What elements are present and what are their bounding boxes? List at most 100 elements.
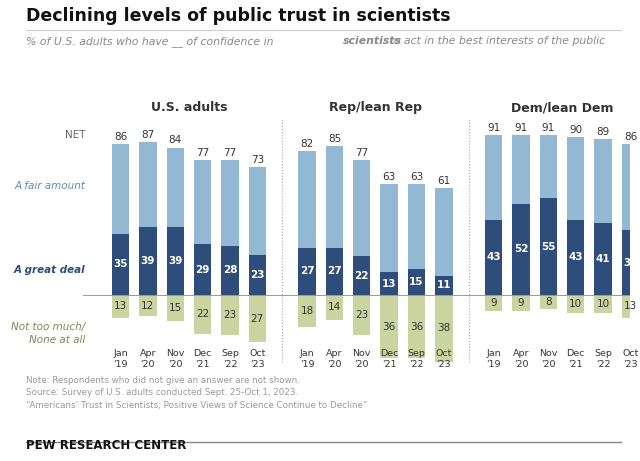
Text: 28: 28 (223, 266, 237, 276)
Bar (194, 160, 211, 244)
Bar (408, 295, 425, 358)
Text: 63: 63 (410, 172, 423, 182)
Text: 22: 22 (355, 271, 369, 281)
Text: 52: 52 (514, 244, 528, 254)
Text: 10: 10 (596, 299, 610, 309)
Text: 36: 36 (410, 322, 423, 331)
Bar (221, 246, 239, 295)
Text: Nov
'20: Nov '20 (353, 349, 371, 369)
Text: 82: 82 (300, 139, 314, 149)
Bar (326, 295, 343, 319)
Text: 10: 10 (569, 299, 582, 309)
Bar (166, 226, 184, 295)
Text: “Americans’ Trust in Scientists, Positive Views of Science Continue to Decline”: “Americans’ Trust in Scientists, Positiv… (26, 401, 367, 410)
Bar (248, 254, 266, 295)
Text: 23: 23 (355, 310, 369, 320)
Text: 91: 91 (487, 123, 500, 133)
Text: 14: 14 (328, 302, 341, 313)
Text: 27: 27 (327, 266, 342, 276)
Text: U.S. adults: U.S. adults (150, 101, 227, 114)
Bar (380, 295, 398, 358)
Text: Source: Survey of U.S. adults conducted Sept. 25-Oct 1, 2023.: Source: Survey of U.S. adults conducted … (26, 388, 298, 397)
Text: 13: 13 (624, 301, 637, 312)
Bar (408, 269, 425, 295)
Text: 27: 27 (251, 314, 264, 324)
Text: Oct
'23: Oct '23 (622, 349, 639, 369)
Text: 36: 36 (383, 322, 396, 331)
Text: 8: 8 (545, 297, 552, 307)
Bar (298, 248, 316, 295)
Text: Note: Respondents who did not give an answer are not shown.: Note: Respondents who did not give an an… (26, 376, 300, 385)
Bar (194, 244, 211, 295)
Text: 27: 27 (300, 266, 314, 276)
Bar (298, 295, 316, 327)
Text: 41: 41 (596, 254, 611, 264)
Bar (221, 160, 239, 246)
Text: 87: 87 (141, 130, 154, 140)
Text: to act in the best interests of the public: to act in the best interests of the publ… (386, 36, 605, 46)
Text: 61: 61 (437, 176, 451, 186)
Text: 86: 86 (114, 132, 127, 142)
Text: Oct
'23: Oct '23 (249, 349, 266, 369)
Bar (540, 295, 557, 309)
Bar (408, 184, 425, 269)
Text: 89: 89 (596, 127, 610, 136)
Bar (112, 295, 129, 318)
Text: 73: 73 (251, 155, 264, 165)
Text: 23: 23 (223, 310, 237, 320)
Bar (485, 219, 502, 295)
Bar (621, 230, 639, 295)
Bar (248, 295, 266, 343)
Bar (540, 135, 557, 198)
Bar (166, 148, 184, 226)
Text: Jan
'19: Jan '19 (113, 349, 128, 369)
Bar (512, 135, 530, 204)
Bar (298, 151, 316, 248)
Text: Oct
'23: Oct '23 (436, 349, 452, 369)
Text: NET: NET (65, 130, 86, 140)
Text: 35: 35 (113, 259, 128, 269)
Bar (112, 234, 129, 295)
Text: Apr
'20: Apr '20 (513, 349, 529, 369)
Bar (485, 135, 502, 219)
Text: 37: 37 (623, 258, 637, 267)
Text: 9: 9 (518, 298, 524, 308)
Bar (435, 276, 452, 295)
Text: Rep/lean Rep: Rep/lean Rep (329, 101, 422, 114)
Text: Nov
'20: Nov '20 (539, 349, 557, 369)
Text: 77: 77 (196, 148, 209, 158)
Bar (353, 256, 371, 295)
Bar (567, 219, 584, 295)
Text: 39: 39 (141, 256, 155, 266)
Text: Jan
'19: Jan '19 (486, 349, 501, 369)
Bar (353, 295, 371, 336)
Bar (595, 139, 612, 223)
Bar (567, 295, 584, 313)
Text: Dem/lean Dem: Dem/lean Dem (511, 101, 613, 114)
Text: 77: 77 (223, 148, 237, 158)
Text: 15: 15 (409, 277, 424, 287)
Text: 84: 84 (168, 136, 182, 145)
Text: 18: 18 (300, 306, 314, 316)
Text: 55: 55 (541, 242, 556, 252)
Text: Jan
'19: Jan '19 (300, 349, 314, 369)
Text: 91: 91 (515, 123, 527, 133)
Text: Apr
'20: Apr '20 (140, 349, 156, 369)
Bar (326, 248, 343, 295)
Bar (194, 295, 211, 334)
Text: 12: 12 (141, 301, 154, 311)
Text: 39: 39 (168, 256, 182, 266)
Bar (166, 295, 184, 321)
Text: A fair amount: A fair amount (15, 181, 86, 191)
Bar (512, 204, 530, 295)
Text: Dec
'21: Dec '21 (380, 349, 398, 369)
Text: Sep
'22: Sep '22 (221, 349, 239, 369)
Bar (380, 272, 398, 295)
Bar (512, 295, 530, 311)
Bar (621, 295, 639, 318)
Text: 63: 63 (383, 172, 396, 182)
Bar (139, 295, 157, 316)
Bar (485, 295, 502, 311)
Bar (112, 144, 129, 234)
Bar (595, 223, 612, 295)
